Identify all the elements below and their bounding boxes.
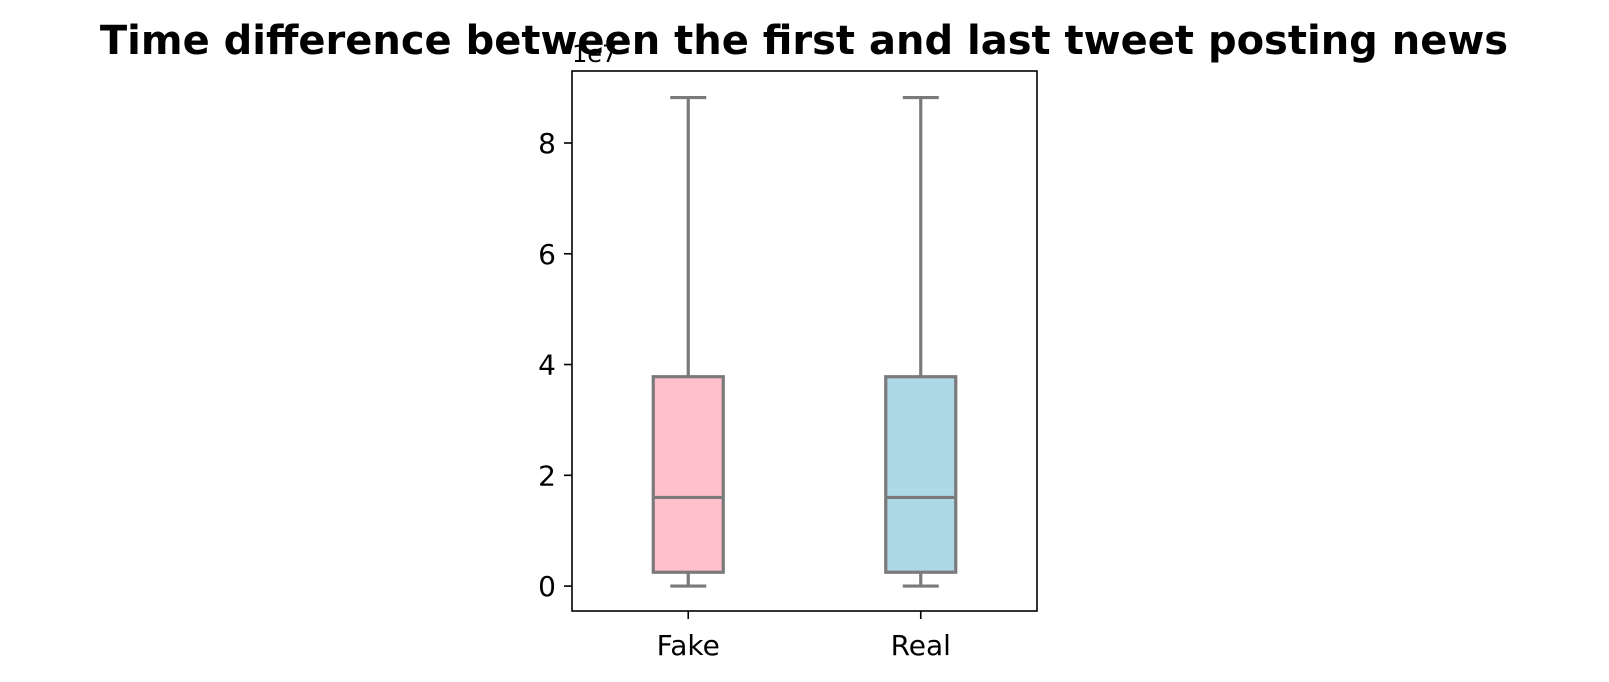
box-iqr bbox=[884, 375, 958, 574]
y-axis: 0 2 4 6 8 bbox=[538, 127, 572, 603]
x-tick-label: Fake bbox=[657, 629, 720, 662]
y-tick-label: 2 bbox=[538, 459, 556, 492]
axes-frame bbox=[571, 70, 1038, 612]
box-group-fake bbox=[651, 95, 725, 588]
plot-area bbox=[651, 95, 958, 588]
y-tick-label: 8 bbox=[538, 127, 556, 160]
box-iqr bbox=[651, 375, 725, 574]
chart-title: Time difference between the first and la… bbox=[100, 18, 1508, 64]
box-group-real bbox=[884, 95, 958, 588]
y-tick-label: 6 bbox=[538, 238, 556, 271]
y-axis-offset-label: 1e7 bbox=[572, 40, 617, 68]
x-tick-label: Real bbox=[891, 629, 951, 662]
y-tick-label: 4 bbox=[538, 349, 556, 382]
x-axis: Fake Real bbox=[657, 611, 951, 662]
y-tick-label: 0 bbox=[538, 570, 556, 603]
